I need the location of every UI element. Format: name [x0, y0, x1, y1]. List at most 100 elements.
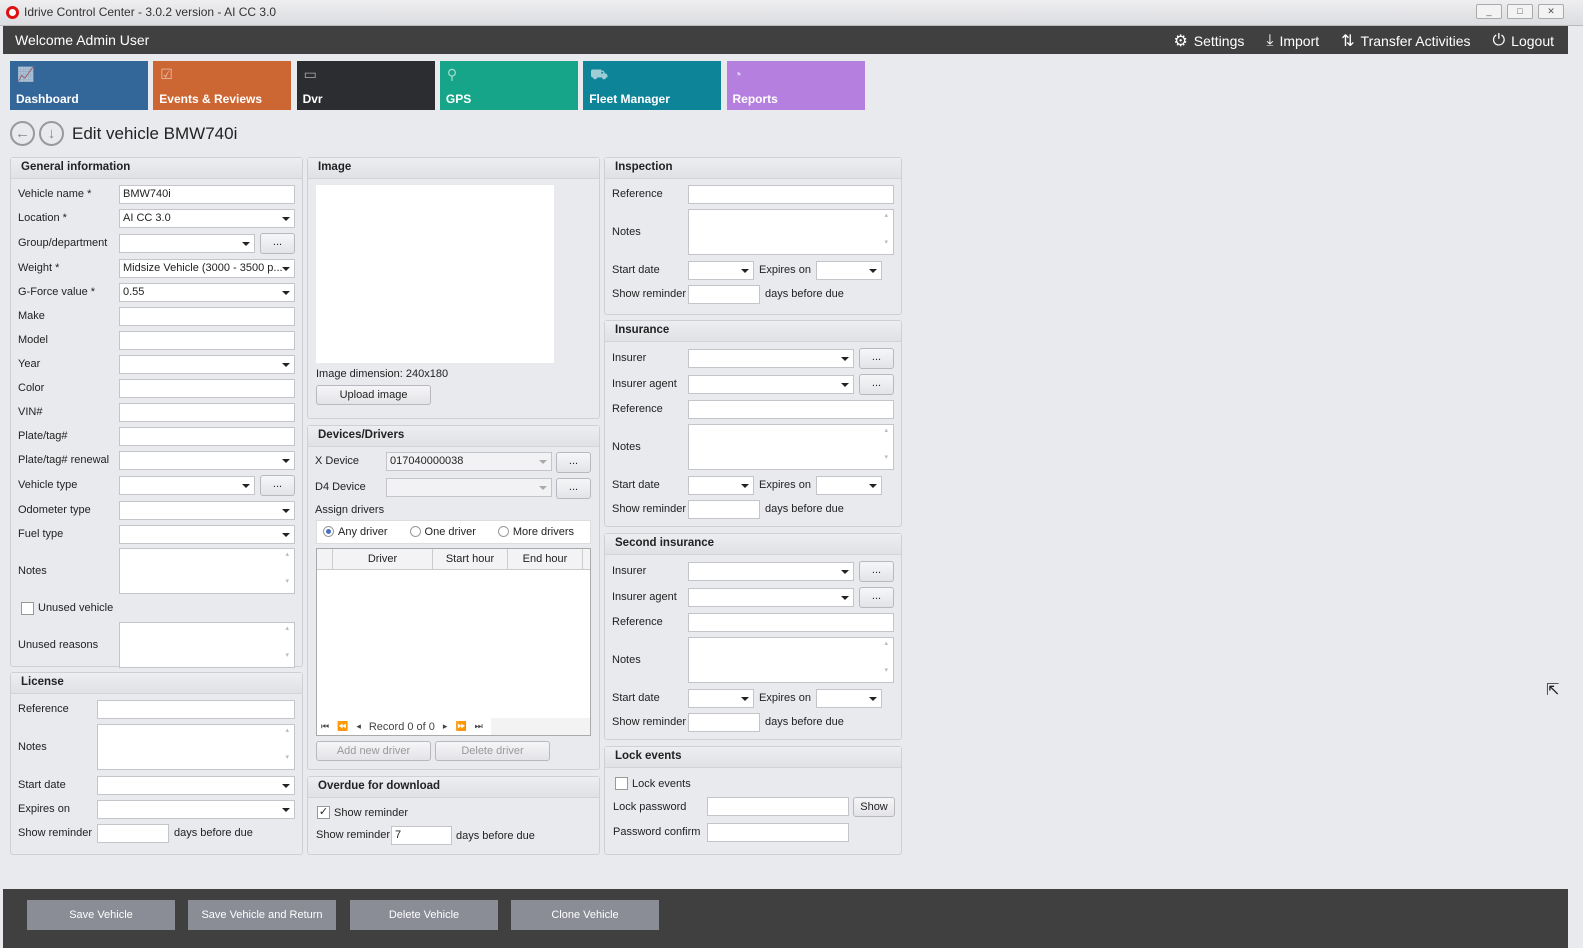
reference-input[interactable]: [688, 399, 894, 419]
logout-button[interactable]: ⏻ Logout: [1493, 32, 1554, 50]
vehicle-type-more-button[interactable]: ...: [260, 474, 295, 496]
x-device-select[interactable]: 017040000038: [386, 452, 552, 471]
radio-more-drivers[interactable]: More drivers: [497, 526, 574, 538]
x-device-more-button[interactable]: ...: [556, 452, 591, 473]
radio-one-driver[interactable]: One driver: [409, 526, 476, 538]
insurer-agent-more-button[interactable]: ...: [859, 373, 894, 395]
insurer-select[interactable]: [688, 348, 854, 368]
reference-input[interactable]: [97, 699, 295, 719]
column-driver[interactable]: Driver: [333, 549, 433, 569]
tile-dvr[interactable]: ▭ Dvr: [296, 61, 435, 110]
model-input[interactable]: [119, 330, 295, 350]
next-page-icon[interactable]: ⏩: [455, 721, 467, 731]
tile-label: Events & Reviews: [159, 92, 263, 106]
fuel-type-select[interactable]: [119, 524, 295, 544]
insurer-more-button[interactable]: ...: [859, 560, 894, 582]
transfer-activities-button[interactable]: ⇅ Transfer Activities: [1341, 31, 1470, 51]
delete-driver-button[interactable]: Delete driver: [435, 741, 550, 761]
odometer-type-select[interactable]: [119, 500, 295, 520]
reminder-days-input[interactable]: 7: [391, 826, 452, 845]
vehicle-type-select[interactable]: [119, 475, 255, 495]
plate-tag-input[interactable]: [119, 426, 295, 446]
make-input[interactable]: [119, 306, 295, 326]
save-vehicle-return-button[interactable]: Save Vehicle and Return: [188, 900, 336, 930]
notes-input[interactable]: [688, 424, 894, 470]
field-label: Vehicle name *: [18, 188, 92, 200]
import-button[interactable]: ⤓ Import: [1266, 32, 1319, 50]
insurer-agent-select[interactable]: [688, 374, 854, 394]
notes-input[interactable]: [97, 724, 295, 770]
back-button[interactable]: ←: [10, 121, 35, 146]
expires-on-select[interactable]: [815, 688, 882, 708]
start-date-select[interactable]: [688, 475, 754, 495]
vin-input[interactable]: [119, 402, 295, 422]
tile-gps[interactable]: ⚲ GPS: [439, 61, 578, 110]
prev-page-icon[interactable]: ⏪: [337, 721, 349, 731]
password-confirm-input[interactable]: [707, 823, 849, 842]
column-start-hour[interactable]: Start hour: [433, 549, 508, 569]
expires-on-select[interactable]: [815, 260, 882, 280]
drivers-grid[interactable]: Driver Start hour End hour ⏮ ⏪ ◂ Record 0 …: [316, 548, 591, 736]
show-reminder-days-input[interactable]: [688, 499, 760, 519]
lock-password-input[interactable]: [707, 797, 849, 816]
clone-vehicle-button[interactable]: Clone Vehicle: [511, 900, 659, 930]
show-password-button[interactable]: Show: [853, 797, 895, 817]
minimize-button[interactable]: _: [1476, 4, 1502, 19]
show-reminder-days-input[interactable]: [688, 284, 760, 304]
first-record-icon[interactable]: ⏮: [321, 721, 330, 731]
notes-input[interactable]: [688, 637, 894, 683]
insurer-select[interactable]: [688, 561, 854, 581]
show-reminder-checkbox[interactable]: ✓ Show reminder: [314, 806, 408, 819]
insurer-agent-select[interactable]: [688, 587, 854, 607]
field-label: Insurer: [612, 352, 647, 364]
group-department-more-button[interactable]: ...: [260, 232, 295, 254]
down-button[interactable]: ↓: [39, 121, 64, 146]
prev-record-icon[interactable]: ◂: [356, 721, 361, 731]
column-end-hour[interactable]: End hour: [508, 549, 583, 569]
delete-vehicle-button[interactable]: Delete Vehicle: [350, 900, 498, 930]
next-record-icon[interactable]: ▸: [442, 721, 448, 731]
group-department-select[interactable]: [119, 233, 255, 253]
notes-input[interactable]: [119, 548, 295, 594]
g-force-value-select[interactable]: 0.55: [119, 282, 295, 302]
close-button[interactable]: ✕: [1538, 4, 1564, 19]
checkbox-unused-vehicle[interactable]: [21, 601, 34, 615]
start-date-select[interactable]: [97, 775, 295, 795]
year-select[interactable]: [119, 354, 295, 374]
location-select[interactable]: AI CC 3.0: [119, 208, 295, 228]
reference-input[interactable]: [688, 184, 894, 204]
expires-on-select[interactable]: [97, 799, 295, 819]
radio-any-driver[interactable]: Any driver: [323, 526, 388, 538]
add-new-driver-button[interactable]: Add new driver: [316, 741, 431, 761]
unused-reasons-input[interactable]: [119, 622, 295, 668]
weight-select[interactable]: Midsize Vehicle (3000 - 3500 p...: [119, 258, 295, 278]
tile-events-reviews[interactable]: ☑ Events & Reviews: [153, 61, 292, 110]
horizontal-scrollbar[interactable]: [490, 718, 590, 735]
tile-fleet-manager[interactable]: ⛟ Fleet Manager: [583, 61, 722, 110]
save-vehicle-button[interactable]: Save Vehicle: [27, 900, 175, 930]
notes-input[interactable]: [688, 209, 894, 255]
reference-input[interactable]: [688, 612, 894, 632]
show-reminder-days-input[interactable]: [688, 712, 760, 732]
insurer-agent-more-button[interactable]: ...: [859, 586, 894, 608]
d4-device-more-button[interactable]: ...: [556, 478, 591, 499]
lock-events-checkbox[interactable]: Lock events: [612, 777, 691, 790]
assign-drivers-label: Assign drivers: [315, 504, 385, 516]
tile-dashboard[interactable]: 📈 Dashboard: [10, 61, 148, 110]
settings-button[interactable]: ⚙ Settings: [1173, 31, 1244, 51]
gears-icon: ⚙: [1173, 33, 1188, 50]
row-insurer: Insurer...: [612, 558, 894, 584]
upload-image-button[interactable]: Upload image: [316, 385, 431, 405]
insurer-more-button[interactable]: ...: [859, 347, 894, 369]
show-reminder-days-input[interactable]: [97, 823, 169, 843]
vehicle-name-input[interactable]: BMW740i: [119, 184, 295, 204]
maximize-button[interactable]: □: [1507, 4, 1533, 19]
last-record-icon[interactable]: ⏭: [474, 721, 483, 731]
tile-reports[interactable]: ◔ Reports: [726, 61, 865, 110]
start-date-select[interactable]: [688, 688, 754, 708]
start-date-select[interactable]: [688, 260, 754, 280]
plate-tag-renewal-select[interactable]: [119, 450, 295, 470]
d4-device-select[interactable]: [386, 478, 552, 497]
expires-on-select[interactable]: [815, 475, 882, 495]
color-input[interactable]: [119, 378, 295, 398]
